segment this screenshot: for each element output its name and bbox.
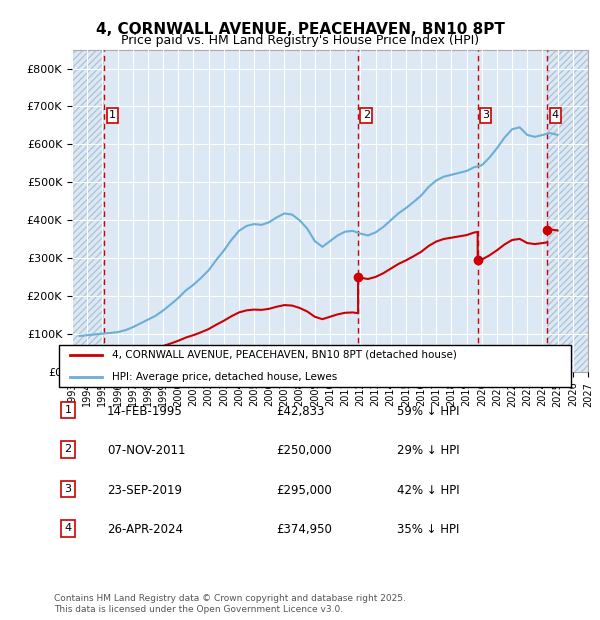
Text: Price paid vs. HM Land Registry's House Price Index (HPI): Price paid vs. HM Land Registry's House … <box>121 34 479 47</box>
Text: HPI: Average price, detached house, Lewes: HPI: Average price, detached house, Lewe… <box>112 371 337 382</box>
Text: 2: 2 <box>362 110 370 120</box>
Text: 23-SEP-2019: 23-SEP-2019 <box>107 484 182 497</box>
Text: £42,833: £42,833 <box>276 405 324 418</box>
Text: £374,950: £374,950 <box>276 523 332 536</box>
Text: 4, CORNWALL AVENUE, PEACEHAVEN, BN10 8PT: 4, CORNWALL AVENUE, PEACEHAVEN, BN10 8PT <box>95 22 505 37</box>
Text: £250,000: £250,000 <box>276 445 331 458</box>
Text: 2: 2 <box>65 445 71 454</box>
Text: 29% ↓ HPI: 29% ↓ HPI <box>397 445 460 458</box>
Text: 1: 1 <box>109 110 116 120</box>
Text: 59% ↓ HPI: 59% ↓ HPI <box>397 405 460 418</box>
Text: 4, CORNWALL AVENUE, PEACEHAVEN, BN10 8PT (detached house): 4, CORNWALL AVENUE, PEACEHAVEN, BN10 8PT… <box>112 350 457 360</box>
Text: 3: 3 <box>65 484 71 494</box>
Text: 35% ↓ HPI: 35% ↓ HPI <box>397 523 460 536</box>
Text: 26-APR-2024: 26-APR-2024 <box>107 523 183 536</box>
Text: 14-FEB-1995: 14-FEB-1995 <box>107 405 182 418</box>
Text: 3: 3 <box>482 110 489 120</box>
Text: £295,000: £295,000 <box>276 484 332 497</box>
FancyBboxPatch shape <box>59 345 571 387</box>
Text: 07-NOV-2011: 07-NOV-2011 <box>107 445 185 458</box>
Text: 42% ↓ HPI: 42% ↓ HPI <box>397 484 460 497</box>
Text: 4: 4 <box>552 110 559 120</box>
Text: 4: 4 <box>65 523 71 533</box>
Text: Contains HM Land Registry data © Crown copyright and database right 2025.
This d: Contains HM Land Registry data © Crown c… <box>54 595 406 614</box>
Text: 1: 1 <box>65 405 71 415</box>
